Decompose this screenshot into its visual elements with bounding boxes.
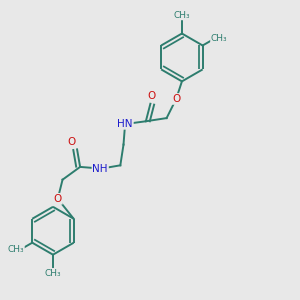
Text: CH₃: CH₃: [174, 11, 190, 20]
Text: O: O: [67, 137, 75, 147]
Text: O: O: [172, 94, 180, 104]
Text: CH₃: CH₃: [8, 245, 24, 254]
Text: CH₃: CH₃: [211, 34, 227, 43]
Text: HN: HN: [117, 119, 133, 129]
Text: O: O: [148, 92, 156, 101]
Text: O: O: [54, 194, 62, 204]
Text: CH₃: CH₃: [45, 269, 61, 278]
Text: NH: NH: [92, 164, 108, 173]
